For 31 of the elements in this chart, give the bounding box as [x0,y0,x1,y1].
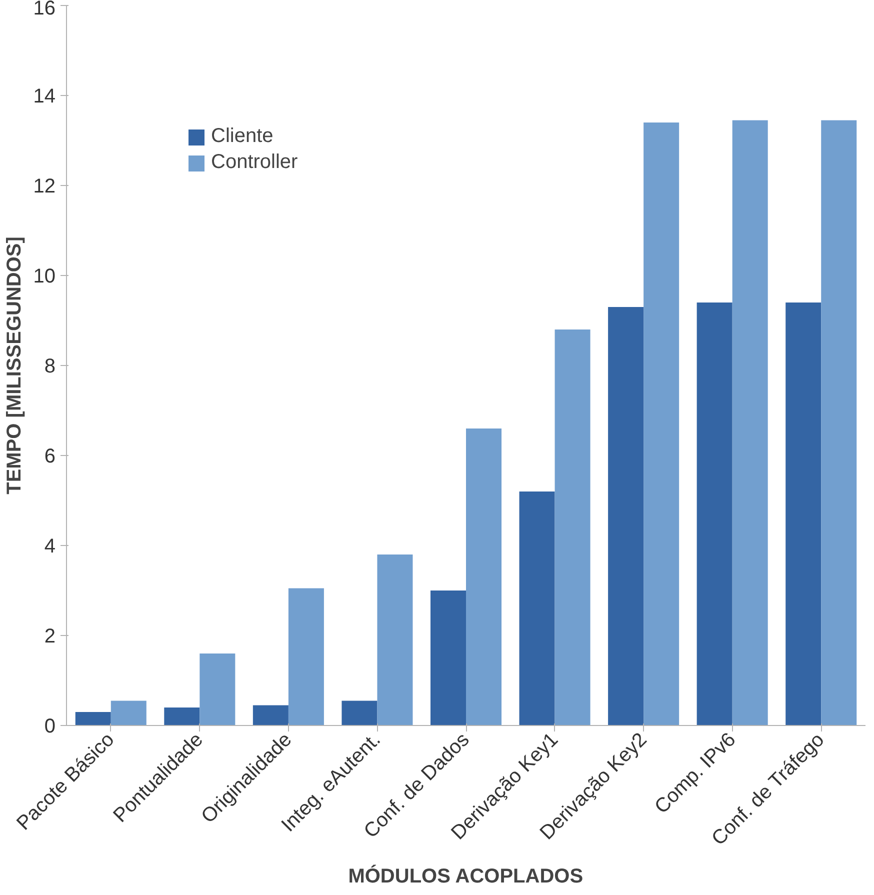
bar [519,492,555,726]
bar [644,122,680,726]
bar [554,330,590,726]
bar [252,705,288,726]
bar [821,120,857,726]
y-tick-label: 8 [44,356,56,378]
bar [430,590,466,726]
y-tick-label: 2 [44,626,56,648]
bar [288,588,324,726]
bar [466,428,502,726]
bar [696,302,732,726]
bar [110,700,146,726]
legend-label: Controller [211,151,298,174]
bar [75,712,111,726]
y-tick-label: 4 [44,536,56,558]
bar [200,654,236,726]
bar [164,708,200,726]
legend-label: Cliente [211,125,274,148]
y-tick-label: 6 [44,446,56,468]
y-tick-label: 12 [33,176,56,198]
y-tick-label: 14 [33,86,56,108]
x-axis-title: MÓDULOS ACOPLADOS [348,864,584,888]
bar [732,120,768,726]
y-tick-label: 0 [44,716,56,738]
y-tick-label: 16 [33,0,56,20]
bar [608,307,644,726]
bar [342,700,378,726]
y-tick-label: 10 [33,266,56,288]
bar [786,302,822,726]
bar [377,554,413,726]
y-axis-title: TEMPO [MILISSEGUNDOS] [3,236,26,494]
